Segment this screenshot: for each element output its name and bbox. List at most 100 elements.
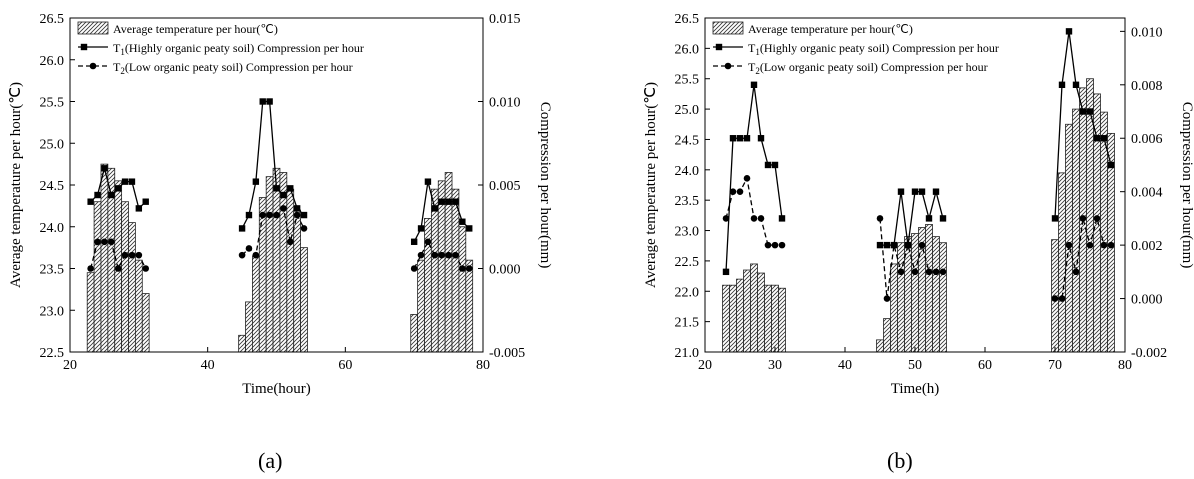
series-t1 [87, 98, 473, 245]
series-t2-point [1100, 241, 1108, 249]
series-t2-point [722, 215, 730, 222]
series-t1-point [1072, 81, 1080, 88]
series-t1-point [939, 215, 947, 222]
series-t2-point [1058, 295, 1066, 302]
temperature-bar [925, 224, 933, 353]
x-axis-label: Time(h) [891, 381, 940, 397]
y-left-tick-label: 22.5 [675, 255, 700, 270]
series-t2-point [1072, 268, 1080, 276]
legend: Average temperature per hour(℃) T1(Highly… [77, 21, 364, 76]
series-t2-point [743, 175, 751, 182]
series-t1-point [1065, 28, 1073, 35]
y-left-tick-label: 23.5 [675, 194, 700, 209]
y-left-tick-label: 25.0 [675, 103, 700, 118]
y-left-tick-label: 24.5 [40, 179, 65, 194]
series-t1-point [911, 188, 919, 195]
legend-t2-marker [89, 62, 97, 70]
series-t1-point [245, 211, 253, 219]
temperature-bar [134, 259, 143, 353]
temperature-bar [911, 233, 919, 353]
series-t1-point [424, 178, 432, 185]
series-t2-point [904, 241, 912, 249]
y-left-tick-label: 25.5 [675, 73, 700, 88]
series-t2-point [452, 251, 459, 259]
series-t2-point [286, 238, 294, 246]
temperature-bar [883, 318, 891, 353]
series-t2-point [459, 265, 466, 272]
series-t2-point [293, 211, 301, 219]
y-left-tick-label: 21.5 [675, 316, 700, 331]
temperature-bar [458, 226, 467, 353]
series-t2-point [273, 211, 280, 219]
series-t2-point [108, 238, 115, 246]
series-t2-point [911, 268, 919, 276]
chart-panel-b: 20 30 40 50 60 70 80 21.0 21.5 22.0 22.5 23.0 23.5 24… [597, 0, 1194, 479]
temperature-bar [876, 339, 884, 353]
series-t1-point [287, 185, 294, 192]
series-t2-point [142, 265, 150, 272]
y-left-axis-label: Average temperature per hour(℃) [643, 82, 659, 288]
x-tick-label: 20 [698, 358, 712, 373]
series-t2-point [1079, 215, 1087, 222]
y-right-tick-label: 0.000 [489, 263, 521, 278]
series-t1-point [438, 198, 445, 205]
temperature-bar [238, 334, 246, 353]
legend-t2-label: T2(Low organic peaty soil) Compression p… [748, 60, 988, 76]
chart-panel-a: 20 40 60 80 22.5 23.0 23.5 24.0 24.5 25.0 25.5 26.0… [8, 12, 553, 473]
series-t1-point [252, 178, 260, 185]
temperature-bar [736, 278, 744, 353]
y-left-tick-label: 24.5 [675, 133, 700, 148]
temperature-bar [757, 272, 765, 353]
y-left-tick-label: 23.5 [40, 263, 65, 278]
legend-bar-swatch [712, 21, 744, 35]
temperature-bar [1058, 172, 1066, 353]
y-left-tick-label: 21.0 [675, 346, 700, 361]
series-t2-point [252, 251, 260, 259]
series-t1-point [778, 215, 786, 222]
legend-t1-label: T1(Highly organic peaty soil) Compressio… [113, 41, 364, 57]
temperature-bar [750, 263, 758, 353]
series-t2-point [94, 238, 101, 246]
series-t2-point [424, 238, 432, 246]
y-left-tick-label: 23.0 [675, 225, 700, 240]
y-left-tick-label: 22.5 [40, 346, 65, 361]
series-t1-point [883, 241, 891, 249]
temperature-bar [272, 167, 281, 353]
x-tick-label: 60 [338, 358, 352, 373]
series-t2-point [1107, 241, 1115, 249]
y-left-axis-label: Average temperature per hour(℃) [8, 82, 24, 288]
temperature-bar [465, 259, 474, 353]
temperature-bar [100, 163, 109, 353]
y-right-tick-label: 0.015 [489, 12, 521, 27]
series-t1-point [108, 191, 115, 199]
temperature-bar [252, 255, 260, 353]
temperature-bar [410, 314, 419, 353]
series-t1-point [1100, 135, 1108, 142]
temperature-bar [437, 180, 446, 353]
x-tick-label: 20 [63, 358, 77, 373]
series-t1-point [1058, 81, 1066, 88]
series-t1-point [135, 205, 143, 212]
series-t1-point [128, 178, 136, 185]
series-t2-point [890, 241, 898, 249]
series-t2-point [128, 251, 136, 259]
y-axis-left: 21.0 21.5 22.0 22.5 23.0 23.5 24.0 24.5 25.0 25.5… [675, 12, 710, 361]
series-t2-point [876, 215, 884, 222]
temperature-bar [939, 242, 947, 353]
y-right-axis-label: Compression per hour(mm) [537, 102, 553, 269]
y-right-axis-label: Compression per hour(mm) [1179, 102, 1194, 269]
series-t2-point [417, 251, 425, 259]
series-t1-point [300, 211, 308, 219]
series-t2-point [101, 238, 108, 246]
series-t2-point [939, 268, 947, 276]
chart-a-svg: 20 40 60 80 22.5 23.0 23.5 24.0 24.5 25.0 25.5 26.0… [8, 12, 553, 397]
series-t1-point [764, 161, 772, 169]
series-t1-point [771, 161, 779, 169]
series-t2-point [883, 295, 891, 302]
series-t1 [722, 28, 1115, 276]
series-t2-point [300, 225, 308, 232]
x-axis-label: Time(hour) [242, 381, 311, 397]
series-t1-point [897, 188, 905, 195]
temperature-bar [1072, 108, 1080, 353]
legend-t1-label: T1(Highly organic peaty soil) Compressio… [748, 41, 999, 57]
